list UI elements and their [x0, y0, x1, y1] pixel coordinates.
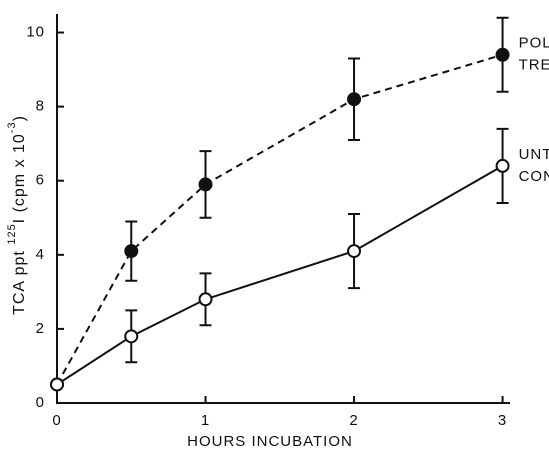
x-axis-label: HOURS INCUBATION	[187, 433, 353, 450]
x-tick-label: 1	[201, 412, 210, 429]
y-tick-label: 0	[36, 394, 45, 411]
y-tick-label: 10	[26, 23, 45, 40]
axes	[56, 14, 510, 404]
x-tick-label: 2	[349, 412, 358, 429]
x-tick-label: 3	[498, 412, 507, 429]
series-label: CONTROL	[519, 168, 549, 185]
x-tick-label: 0	[52, 412, 61, 429]
data-point	[124, 244, 139, 259]
data-point	[124, 329, 139, 344]
data-point	[347, 92, 362, 107]
y-tick-label: 2	[36, 320, 45, 337]
y-axis-label: TCA ppt 125I (cpm x 10-3)	[6, 115, 28, 315]
data-point	[495, 158, 510, 173]
series-label: TREATED	[519, 57, 549, 74]
series-line	[56, 53, 503, 385]
data-point	[495, 47, 510, 62]
data-point	[198, 292, 213, 307]
series-line	[56, 165, 504, 386]
y-tick-label: 4	[36, 246, 45, 263]
series-label: POLY A:U	[519, 35, 549, 52]
y-tick-label: 8	[36, 98, 45, 115]
data-point	[198, 177, 213, 192]
y-tick-label: 6	[36, 172, 45, 189]
data-point	[50, 377, 64, 392]
series-label: UNTREATED	[519, 146, 549, 163]
data-point	[347, 244, 362, 259]
